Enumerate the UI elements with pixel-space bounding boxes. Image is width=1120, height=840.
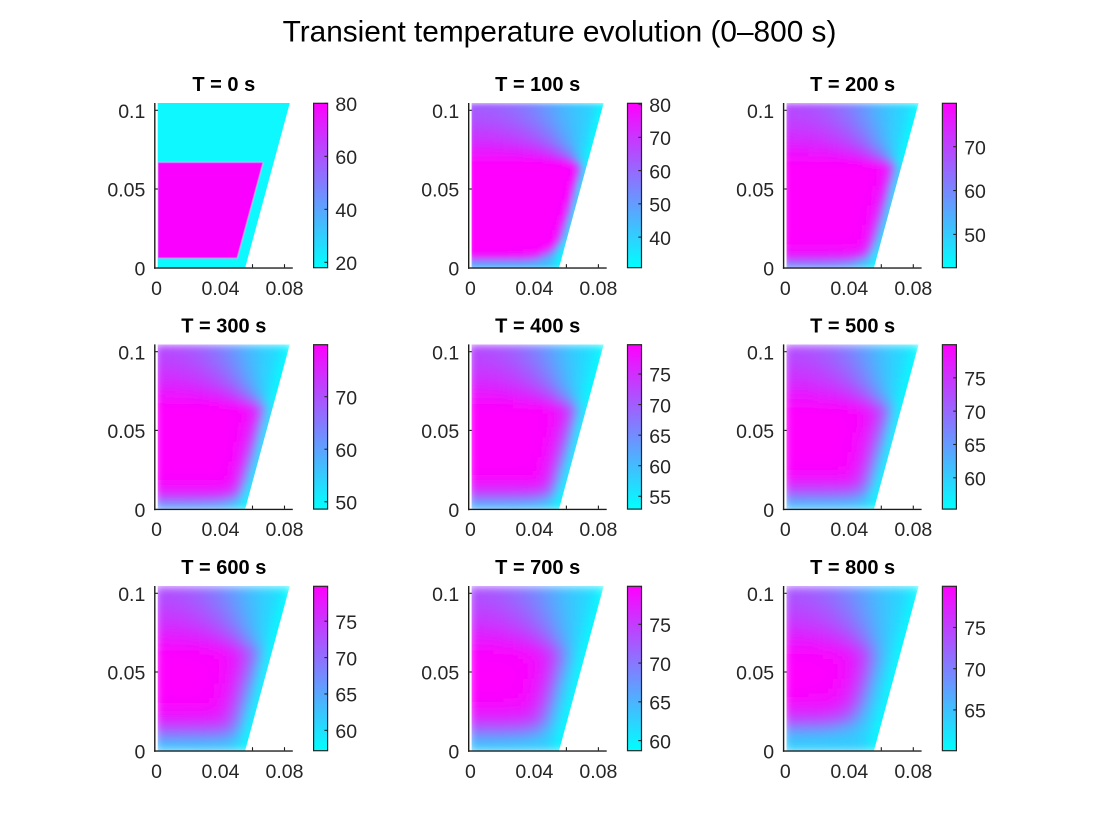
svg-text:0: 0 <box>763 259 774 281</box>
svg-text:0.1: 0.1 <box>432 342 459 364</box>
svg-text:80: 80 <box>335 94 357 116</box>
svg-text:0.04: 0.04 <box>202 278 240 300</box>
svg-text:75: 75 <box>964 369 986 391</box>
svg-text:T = 600 s: T = 600 s <box>181 557 266 579</box>
svg-text:50: 50 <box>335 492 357 514</box>
svg-text:75: 75 <box>335 612 357 634</box>
svg-text:0.08: 0.08 <box>579 519 617 541</box>
svg-text:0: 0 <box>134 500 145 522</box>
svg-text:0: 0 <box>465 278 476 300</box>
svg-text:40: 40 <box>649 228 671 250</box>
svg-text:0.08: 0.08 <box>266 278 304 300</box>
svg-text:65: 65 <box>649 693 671 715</box>
svg-text:60: 60 <box>964 468 986 490</box>
svg-text:0.08: 0.08 <box>266 761 304 783</box>
svg-text:0.08: 0.08 <box>894 761 932 783</box>
svg-text:T = 200 s: T = 200 s <box>810 74 895 96</box>
svg-text:50: 50 <box>649 195 671 217</box>
svg-text:60: 60 <box>335 721 357 743</box>
svg-text:60: 60 <box>964 181 986 203</box>
svg-text:0.05: 0.05 <box>736 180 774 202</box>
svg-text:0: 0 <box>448 259 459 281</box>
svg-text:T = 100 s: T = 100 s <box>495 74 580 96</box>
svg-text:0.1: 0.1 <box>747 101 774 123</box>
svg-text:65: 65 <box>649 426 671 448</box>
svg-text:60: 60 <box>335 147 357 169</box>
svg-text:60: 60 <box>335 440 357 462</box>
svg-text:65: 65 <box>964 701 986 723</box>
svg-text:70: 70 <box>649 395 671 417</box>
svg-text:0.05: 0.05 <box>421 421 459 443</box>
svg-text:0.1: 0.1 <box>118 342 145 364</box>
svg-text:55: 55 <box>649 487 671 509</box>
svg-text:80: 80 <box>649 95 671 117</box>
svg-text:0.08: 0.08 <box>266 519 304 541</box>
svg-text:0.05: 0.05 <box>736 663 774 685</box>
svg-text:0.04: 0.04 <box>830 761 868 783</box>
svg-text:0.04: 0.04 <box>830 278 868 300</box>
svg-text:0.1: 0.1 <box>747 342 774 364</box>
svg-text:70: 70 <box>649 128 671 150</box>
svg-text:0.08: 0.08 <box>894 278 932 300</box>
svg-text:0.1: 0.1 <box>118 584 145 606</box>
svg-text:65: 65 <box>964 435 986 457</box>
svg-text:0.05: 0.05 <box>421 663 459 685</box>
svg-text:75: 75 <box>964 618 986 640</box>
svg-text:60: 60 <box>649 161 671 183</box>
svg-text:T = 400 s: T = 400 s <box>495 315 580 337</box>
svg-text:0: 0 <box>763 742 774 764</box>
svg-text:0.05: 0.05 <box>107 180 145 202</box>
svg-text:0: 0 <box>780 761 791 783</box>
svg-text:0.04: 0.04 <box>515 761 553 783</box>
svg-text:0.1: 0.1 <box>432 584 459 606</box>
svg-text:0.04: 0.04 <box>830 519 868 541</box>
svg-text:T = 300 s: T = 300 s <box>181 315 266 337</box>
svg-text:0.1: 0.1 <box>747 584 774 606</box>
svg-text:0: 0 <box>780 278 791 300</box>
svg-text:0.05: 0.05 <box>736 421 774 443</box>
svg-text:0.04: 0.04 <box>202 519 240 541</box>
svg-text:Transient temperature evolutio: Transient temperature evolution (0–800 s… <box>283 16 837 49</box>
svg-text:0.08: 0.08 <box>579 278 617 300</box>
svg-text:60: 60 <box>649 731 671 753</box>
svg-text:0.04: 0.04 <box>515 519 553 541</box>
svg-text:70: 70 <box>964 137 986 159</box>
svg-text:75: 75 <box>649 365 671 387</box>
svg-text:0.05: 0.05 <box>421 180 459 202</box>
svg-text:20: 20 <box>335 253 357 275</box>
svg-text:0.1: 0.1 <box>432 101 459 123</box>
svg-text:0.05: 0.05 <box>107 663 145 685</box>
svg-text:0.08: 0.08 <box>579 761 617 783</box>
svg-text:0: 0 <box>151 761 162 783</box>
svg-text:0: 0 <box>448 742 459 764</box>
svg-text:0.08: 0.08 <box>894 519 932 541</box>
svg-text:75: 75 <box>649 615 671 637</box>
svg-text:0: 0 <box>134 742 145 764</box>
svg-text:0: 0 <box>780 519 791 541</box>
svg-text:0.04: 0.04 <box>202 761 240 783</box>
svg-text:0: 0 <box>465 519 476 541</box>
svg-text:0: 0 <box>465 761 476 783</box>
svg-text:T = 0 s: T = 0 s <box>192 74 255 96</box>
svg-text:T = 800 s: T = 800 s <box>810 557 895 579</box>
svg-text:70: 70 <box>335 387 357 409</box>
svg-text:50: 50 <box>964 225 986 247</box>
svg-text:70: 70 <box>335 648 357 670</box>
svg-text:T = 700 s: T = 700 s <box>495 557 580 579</box>
svg-text:T = 500 s: T = 500 s <box>810 315 895 337</box>
svg-text:0: 0 <box>448 500 459 522</box>
svg-text:0: 0 <box>134 259 145 281</box>
svg-text:0.05: 0.05 <box>107 421 145 443</box>
svg-text:65: 65 <box>335 685 357 707</box>
svg-text:0: 0 <box>151 278 162 300</box>
svg-text:0: 0 <box>151 519 162 541</box>
svg-text:70: 70 <box>964 402 986 424</box>
svg-text:0: 0 <box>763 500 774 522</box>
svg-text:0.04: 0.04 <box>515 278 553 300</box>
svg-text:0.1: 0.1 <box>118 101 145 123</box>
svg-text:70: 70 <box>964 659 986 681</box>
svg-text:40: 40 <box>335 200 357 222</box>
svg-text:60: 60 <box>649 456 671 478</box>
svg-text:70: 70 <box>649 654 671 676</box>
